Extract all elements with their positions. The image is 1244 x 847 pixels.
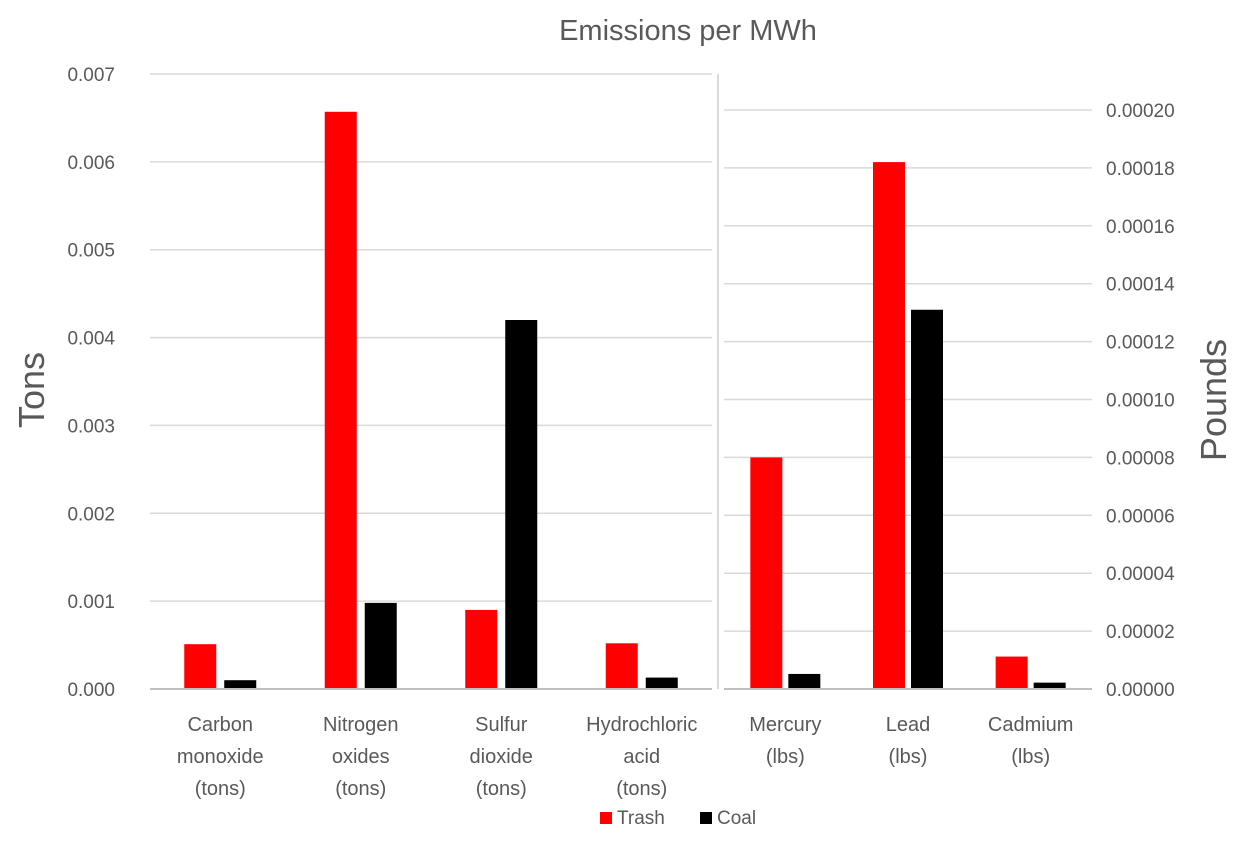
right-y-tick-label: 0.00004 — [1106, 564, 1175, 585]
right-y-tick-label: 0.00018 — [1106, 159, 1175, 180]
left-category-label: acid — [623, 746, 660, 768]
right-y-tick-label: 0.00000 — [1106, 680, 1175, 701]
right-y-tick-label: 0.00010 — [1106, 391, 1175, 412]
legend-label-trash: Trash — [617, 808, 665, 829]
left-category-label: (tons) — [335, 778, 386, 800]
bar-coal-carbon — [224, 680, 257, 689]
left-category-label: (tons) — [476, 778, 527, 800]
left-category-label: (tons) — [616, 778, 667, 800]
left-y-tick-label: 0.003 — [67, 416, 115, 437]
left-category-label: Nitrogen — [323, 714, 399, 736]
left-category-label: (tons) — [195, 778, 246, 800]
left-category-label: Hydrochloric — [586, 714, 697, 736]
left-y-tick-label: 0.001 — [67, 592, 115, 613]
bar-trash-carbon — [184, 644, 217, 689]
left-y-tick-label: 0.004 — [67, 329, 115, 350]
right-y-tick-label: 0.00020 — [1106, 101, 1175, 122]
left-category-label: Carbon — [187, 714, 253, 736]
legend-swatch-coal — [700, 812, 712, 824]
right-category-label: Mercury — [749, 714, 821, 736]
bar-coal-sulfur — [505, 320, 538, 689]
left-category-label: dioxide — [470, 746, 533, 768]
bar-coal-lead — [911, 309, 943, 689]
left-category-label: oxides — [332, 746, 390, 768]
bar-coal-mercury — [788, 673, 821, 689]
right-category-label: (lbs) — [766, 746, 805, 768]
right-y-tick-label: 0.00014 — [1106, 275, 1175, 296]
right-y-tick-label: 0.00006 — [1106, 506, 1175, 527]
left-y-tick-label: 0.000 — [67, 680, 115, 701]
y-axis-title-left: Tons — [11, 352, 52, 428]
bar-trash-lead — [873, 162, 905, 690]
left-y-tick-label: 0.002 — [67, 504, 115, 525]
legend-swatch-trash — [600, 812, 612, 824]
right-category-label: Cadmium — [988, 714, 1074, 736]
chart-title: Emissions per MWh — [559, 15, 817, 47]
left-category-label: Sulfur — [475, 714, 528, 736]
left-y-tick-label: 0.006 — [67, 153, 115, 174]
right-category-label: Lead — [886, 714, 931, 736]
bar-coal-hydrochloric — [645, 677, 678, 689]
bar-trash-mercury — [750, 457, 783, 689]
right-category-label: (lbs) — [889, 746, 928, 768]
right-y-tick-label: 0.00012 — [1106, 333, 1175, 354]
bar-trash-hydrochloric — [605, 643, 638, 689]
right-y-tick-label: 0.00002 — [1106, 622, 1175, 643]
bar-coal-cadmium — [1033, 682, 1066, 689]
y-axis-title-right: Pounds — [1193, 339, 1234, 461]
right-y-tick-label: 0.00008 — [1106, 448, 1175, 469]
bar-coal-nitrogen — [364, 602, 397, 689]
bar-trash-sulfur — [465, 609, 498, 689]
right-category-label: (lbs) — [1011, 746, 1050, 768]
right-y-tick-label: 0.00016 — [1106, 217, 1175, 238]
bar-trash-nitrogen — [324, 111, 357, 690]
bar-trash-cadmium — [995, 656, 1028, 689]
left-category-label: monoxide — [177, 746, 264, 768]
legend-label-coal: Coal — [717, 808, 756, 829]
left-y-tick-label: 0.007 — [67, 65, 115, 86]
left-y-tick-label: 0.005 — [67, 241, 115, 262]
